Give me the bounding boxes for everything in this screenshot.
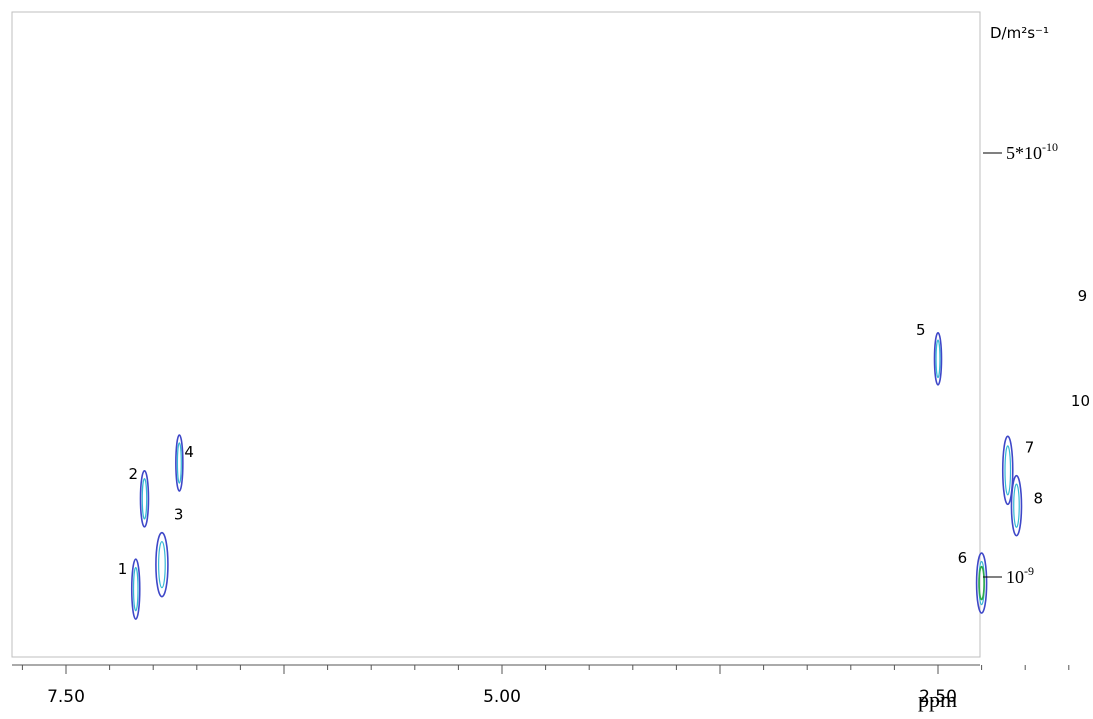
peak-label-1: 1: [118, 560, 128, 578]
x-tick-label: 7.50: [47, 687, 85, 707]
peak-7: [1001, 435, 1014, 506]
peak-contour-outer: [1010, 474, 1023, 537]
peak-contour-inner: [1013, 483, 1020, 528]
peak-contour-inner: [176, 442, 182, 484]
peak-contour-outer: [130, 558, 141, 620]
peak-label-8: 8: [1033, 490, 1043, 508]
peak-contour-inner: [141, 478, 148, 520]
peak-contour-outer: [175, 434, 184, 492]
x-tick-labels: 10.007.505.002.50: [47, 687, 957, 707]
x-axis: 10.007.505.002.50 ppm: [12, 664, 1070, 712]
peak-5: [933, 332, 943, 386]
peak-contour-inner: [132, 566, 139, 612]
plot-frame: [11, 11, 981, 658]
peak-contour-mid: [978, 565, 985, 601]
y-axis: D/m²s⁻¹ 5*10-10 10-9: [983, 24, 1058, 587]
peak-label-10: 10: [1071, 392, 1090, 410]
peaks-layer: [130, 332, 1023, 620]
peak-label-9: 9: [1078, 287, 1088, 305]
y-tick-marks: 5*10-10 10-9: [983, 140, 1058, 587]
peak-label-3: 3: [174, 506, 184, 524]
peak-label-2: 2: [128, 465, 138, 483]
peak-contour-inner: [1004, 445, 1012, 496]
peak-contour-outer: [155, 531, 169, 598]
peak-1: [130, 558, 141, 620]
peak-3: [155, 531, 169, 598]
peak-contour-outer: [1001, 435, 1014, 506]
x-tick-marks: [21, 665, 1070, 674]
peak-labels-layer: 12345678910111213: [118, 287, 1090, 578]
peak-contour-outer: [933, 332, 943, 386]
peak-6: [975, 552, 988, 614]
peak-2: [139, 470, 150, 528]
peak-contour-outer: [139, 470, 150, 528]
peak-4: [175, 434, 184, 492]
peak-label-7: 7: [1025, 438, 1035, 456]
y-tick-label: 5*10-10: [1006, 140, 1058, 163]
peak-label-4: 4: [184, 443, 194, 461]
peak-label-6: 6: [958, 549, 968, 567]
x-tick-label: 5.00: [483, 687, 521, 707]
x-tick-label: 2.50: [919, 687, 957, 707]
peak-contour-inner: [158, 541, 166, 589]
peak-contour-outer: [975, 552, 988, 614]
peak-contour-inner: [935, 339, 941, 379]
peak-8: [1010, 474, 1023, 537]
peak-label-5: 5: [916, 321, 926, 339]
y-axis-label: D/m²s⁻¹: [990, 24, 1049, 42]
x-axis-label: ppm: [918, 687, 957, 712]
y-tick-label: 10-9: [1006, 564, 1034, 587]
